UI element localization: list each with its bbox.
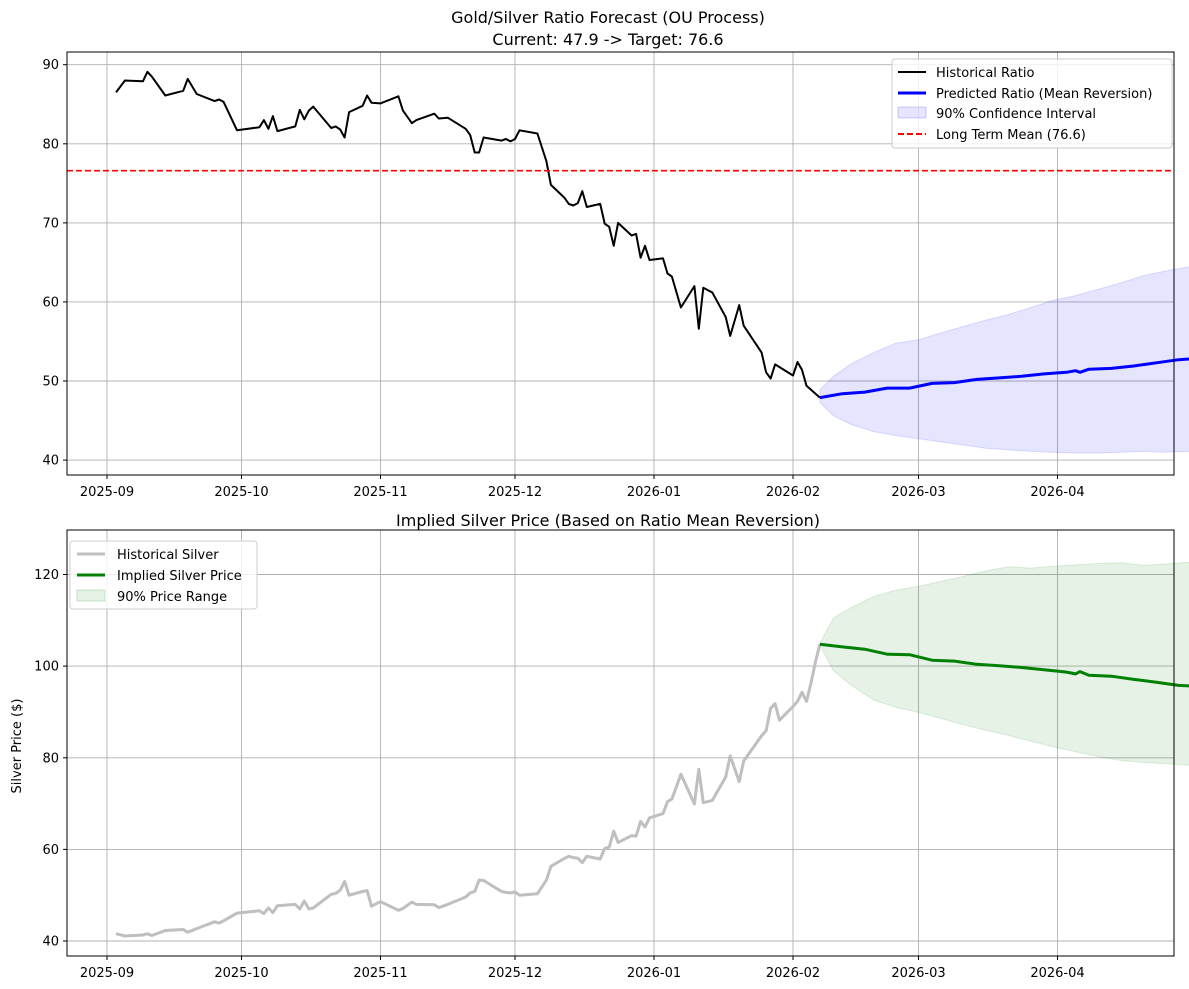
- y-tick-label: 60: [42, 843, 59, 858]
- silver-y-axis-label: Silver Price ($): [10, 699, 25, 794]
- x-tick-label: 2026-04: [1030, 485, 1084, 500]
- y-tick-label: 100: [34, 660, 59, 675]
- x-tick-label: 2025-10: [214, 485, 268, 500]
- x-tick-label: 2025-09: [80, 485, 134, 500]
- silver-lines: [115, 642, 1189, 938]
- x-tick-label: 2026-04: [1030, 966, 1084, 981]
- x-tick-label: 2025-12: [488, 966, 542, 981]
- legend-long-term-mean-label: Long Term Mean (76.6): [936, 128, 1086, 143]
- historical-series-line: [115, 70, 821, 399]
- ratio-lines: [67, 70, 1189, 400]
- price-range-band: [819, 561, 1189, 766]
- ratio-axes: 2025-09 2025-10 2025-11 2025-12 2026-01 2026-…: [42, 51, 1175, 500]
- silver-chart-title: Implied Silver Price (Based on Ratio Mea…: [396, 511, 820, 530]
- ratio-legend: Historical Ratio Predicted Ratio (Mean R…: [891, 58, 1173, 149]
- y-tick-label: 60: [42, 295, 59, 310]
- ratio-legend-frame: [891, 58, 1173, 149]
- silver-axes: 2025-09 2025-10 2025-11 2025-12 2026-01 2026-…: [34, 529, 1175, 981]
- x-tick-label: 2025-09: [80, 966, 134, 981]
- y-tick-label: 70: [42, 216, 59, 231]
- x-tick-label: 2026-01: [627, 485, 681, 500]
- ratio-chart-title: Gold/Silver Ratio Forecast (OU Process): [451, 8, 765, 27]
- silver-price-range-band: [819, 561, 1189, 766]
- silver-chart: Implied Silver Price (Based on Ratio Mea…: [10, 511, 1189, 981]
- historical-series-line: [115, 643, 822, 938]
- x-tick-label: 2025-10: [214, 966, 268, 981]
- x-tick-label: 2026-03: [891, 966, 945, 981]
- legend-confidence-interval-swatch: [897, 106, 927, 119]
- x-tick-label: 2025-12: [488, 485, 542, 500]
- x-tick-label: 2025-11: [353, 485, 407, 500]
- ratio-chart: Gold/Silver Ratio Forecast (OU Process) …: [42, 8, 1189, 500]
- legend-predicted-ratio-label: Predicted Ratio (Mean Reversion): [936, 87, 1152, 102]
- y-tick-label: 40: [42, 935, 59, 950]
- y-tick-label: 80: [42, 751, 59, 766]
- forecast-series-line: [819, 642, 1189, 688]
- x-tick-label: 2026-02: [766, 966, 820, 981]
- legend-price-range-swatch: [76, 589, 106, 602]
- forecast-series-line: [819, 357, 1189, 400]
- y-tick-label: 120: [34, 568, 59, 583]
- legend-confidence-interval-label: 90% Confidence Interval: [936, 107, 1096, 122]
- x-tick-label: 2025-11: [353, 966, 407, 981]
- legend-implied-silver-label: Implied Silver Price: [117, 569, 242, 584]
- legend-historical-ratio-label: Historical Ratio: [936, 66, 1034, 81]
- y-tick-label: 40: [42, 454, 59, 469]
- y-tick-label: 90: [42, 58, 59, 73]
- y-tick-label: 80: [42, 137, 59, 152]
- x-tick-label: 2026-01: [627, 966, 681, 981]
- legend-historical-silver-label: Historical Silver: [117, 548, 219, 563]
- x-tick-label: 2026-02: [766, 485, 820, 500]
- axes-frame: [66, 51, 1175, 476]
- silver-legend: Historical Silver Implied Silver Price 9…: [69, 540, 258, 610]
- x-tick-label: 2026-03: [891, 485, 945, 500]
- ratio-confidence-band: [819, 266, 1189, 454]
- axes-frame: [66, 529, 1175, 957]
- confidence-interval-band: [819, 266, 1189, 454]
- ratio-chart-subtitle: Current: 47.9 -> Target: 76.6: [492, 30, 723, 49]
- legend-price-range-label: 90% Price Range: [117, 590, 227, 605]
- y-tick-label: 50: [42, 375, 59, 390]
- silver-legend-frame: [69, 540, 258, 610]
